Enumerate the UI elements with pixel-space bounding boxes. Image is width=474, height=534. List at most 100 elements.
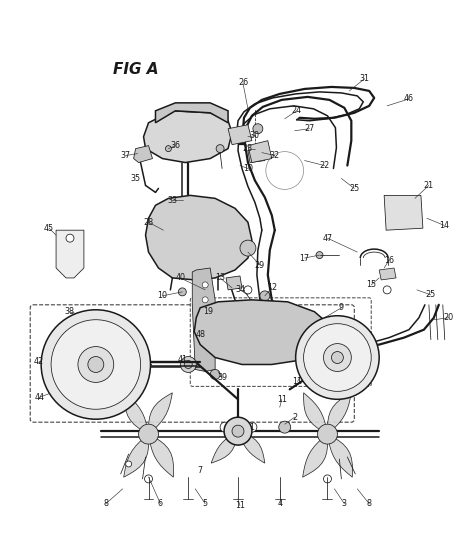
Circle shape [202,282,208,288]
Circle shape [138,424,158,444]
Polygon shape [226,276,242,290]
Text: 34: 34 [235,285,245,294]
Polygon shape [192,268,215,372]
Circle shape [224,417,252,445]
Circle shape [323,475,331,483]
Text: 10: 10 [157,292,167,300]
Text: 44: 44 [34,393,44,402]
Text: 3: 3 [342,499,347,508]
Text: 33: 33 [167,196,177,205]
Text: 40: 40 [175,273,185,282]
Circle shape [178,288,186,296]
Text: 8: 8 [367,499,372,508]
Circle shape [296,316,379,399]
Text: 7: 7 [198,466,203,475]
Circle shape [253,124,263,134]
Circle shape [331,351,343,364]
Circle shape [202,327,208,333]
Text: 21: 21 [424,181,434,190]
Text: 23: 23 [243,144,253,153]
Circle shape [202,297,208,303]
Polygon shape [228,125,252,145]
Circle shape [88,357,104,372]
Polygon shape [248,148,265,162]
Text: 30: 30 [250,131,260,140]
Polygon shape [146,195,252,280]
Circle shape [66,234,74,242]
Circle shape [145,475,153,483]
Polygon shape [124,434,149,477]
Circle shape [218,311,226,319]
Polygon shape [302,434,328,477]
Circle shape [232,425,244,437]
Text: 45: 45 [44,224,54,233]
Text: 5: 5 [202,499,208,508]
Text: 31: 31 [359,74,369,83]
Text: 36: 36 [170,141,181,150]
Circle shape [180,357,196,372]
Text: 16: 16 [384,256,394,264]
Text: 14: 14 [439,221,449,230]
Circle shape [202,312,208,318]
Text: 19: 19 [203,307,213,316]
Polygon shape [155,103,228,123]
Circle shape [216,145,224,153]
Text: 24: 24 [292,106,302,115]
Polygon shape [304,393,328,434]
Circle shape [316,252,323,258]
Text: 38: 38 [64,307,74,316]
Circle shape [304,324,371,391]
Text: 48: 48 [195,330,205,339]
Polygon shape [148,434,173,477]
Text: 47: 47 [322,234,333,242]
Circle shape [279,421,291,433]
Circle shape [260,291,270,301]
Circle shape [247,422,257,432]
Text: 41: 41 [177,355,187,364]
Text: 17: 17 [300,254,310,263]
Circle shape [318,424,337,444]
Text: 9: 9 [339,303,344,312]
Text: 26: 26 [238,78,248,88]
Text: 25: 25 [426,290,436,300]
Circle shape [165,146,172,152]
Polygon shape [328,434,353,477]
Polygon shape [148,393,173,434]
Text: 42: 42 [34,357,44,366]
Circle shape [240,240,256,256]
Text: 11: 11 [292,377,302,386]
Polygon shape [194,300,331,365]
Polygon shape [384,195,423,230]
Text: FIG A: FIG A [113,61,158,76]
Circle shape [41,310,151,419]
Circle shape [194,291,202,299]
Polygon shape [211,431,238,463]
Text: 43: 43 [111,333,121,342]
Polygon shape [56,230,84,278]
Text: 15: 15 [366,280,376,289]
Circle shape [51,320,141,409]
Polygon shape [125,393,148,434]
Text: 2: 2 [292,413,297,422]
Circle shape [78,347,114,382]
Circle shape [210,370,220,380]
Polygon shape [248,140,272,162]
Circle shape [383,286,391,294]
Text: 11: 11 [277,395,287,404]
Text: 27: 27 [304,124,315,133]
Text: 12: 12 [267,284,277,293]
Text: 4: 4 [277,499,282,508]
Text: 22: 22 [319,161,329,170]
Text: 35: 35 [130,174,141,183]
Polygon shape [134,146,153,162]
Text: 1: 1 [249,423,255,431]
Polygon shape [144,111,232,162]
Text: 13: 13 [215,273,225,282]
Text: 28: 28 [144,218,154,227]
Circle shape [184,360,192,368]
Polygon shape [328,393,351,434]
Text: 32: 32 [270,151,280,160]
Circle shape [244,286,252,294]
Text: 39: 39 [217,373,227,382]
Text: 6: 6 [158,499,163,508]
